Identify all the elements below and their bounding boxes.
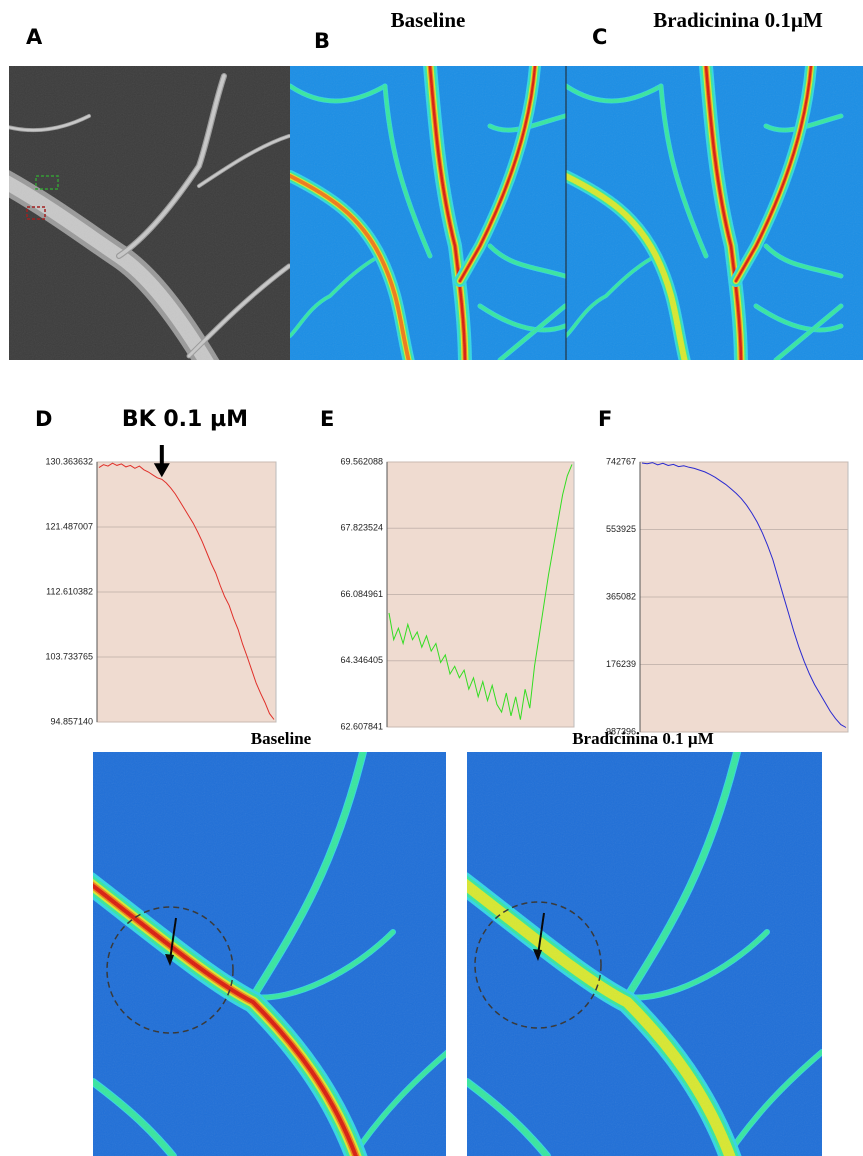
image-noise [93,752,446,1156]
y-tick-label: 69.562088 [340,456,383,466]
y-tick-label: 66.084961 [340,589,383,599]
chart: F 987396 176239 365082 553925 742767 [598,407,849,736]
image-title: Baseline [391,8,466,32]
panel-label: B [314,29,330,53]
image-title: Baseline [251,729,312,748]
y-tick-label: 103.733765 [45,651,93,661]
y-tick-label: 121.487007 [45,521,93,531]
image-noise [566,66,863,360]
image-noise [467,752,822,1156]
data-line [641,462,847,728]
chart: E 62.607841 64.346405 66.084961 67.823524 69.… [320,407,575,731]
y-tick-label: 553925 [606,524,636,534]
panel-label: D [35,407,52,431]
image-panel [9,66,290,360]
y-tick-label: 112.610382 [46,586,93,596]
y-tick-label: 62.607841 [340,721,383,731]
y-tick-label: 365082 [606,591,636,601]
y-tick-label: 64.346405 [340,655,383,665]
y-tick-label: 94.857140 [50,716,93,726]
image-panel [290,66,566,360]
image-panel [467,752,822,1156]
annotation-arrow-head [153,463,170,478]
y-tick-label: 67.823524 [340,523,383,533]
data-line [98,462,275,720]
micrographs [9,66,863,1156]
y-tick-label: 987396 [606,726,636,736]
image-title: Bradicinina 0.1 µM [572,729,714,748]
image-panel [566,66,863,360]
image-noise [290,66,566,360]
data-line [388,464,573,720]
panel-label: C [592,25,607,49]
y-tick-label: 130.363632 [45,456,93,466]
image-title: Bradicinina 0.1µM [653,8,823,32]
image-panel [93,752,446,1156]
y-tick-label: 742767 [606,456,636,466]
y-tick-label: 176239 [606,659,636,669]
panel-label: F [598,407,612,431]
image-noise [9,66,290,360]
chart: D 94.857140 103.733765 112.610382 121.487007… [35,407,277,726]
panel-label: A [26,25,43,49]
annotation: BK 0.1 µM [122,407,248,432]
panel-label: E [320,407,334,431]
